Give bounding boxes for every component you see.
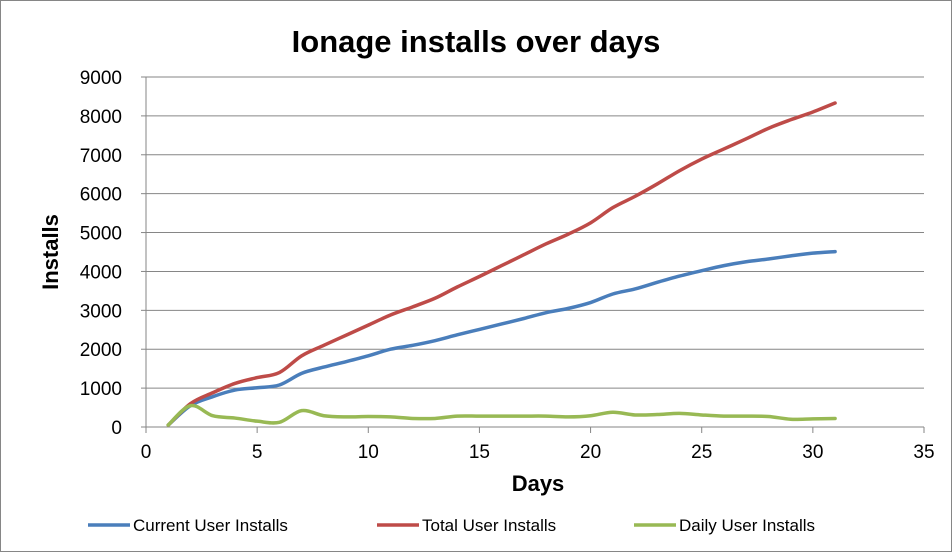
y-tick-label: 6000 [80, 185, 122, 206]
x-tick-label: 25 [691, 442, 712, 463]
x-tick-label: 20 [580, 442, 601, 463]
y-axis-label: Installs [38, 214, 63, 290]
legend-label-total-user-installs: Total User Installs [422, 516, 556, 535]
x-tick-label: 0 [141, 442, 152, 463]
x-tick-label: 35 [913, 442, 934, 463]
series-lines [166, 101, 837, 427]
x-axis-label: Days [512, 471, 565, 496]
y-tick-label: 4000 [80, 262, 122, 283]
y-tick-label: 2000 [80, 340, 122, 361]
y-tick-label: 9000 [80, 68, 122, 89]
legend-label-current-user-installs: Current User Installs [133, 516, 288, 535]
legend-label-daily-user-installs: Daily User Installs [679, 516, 815, 535]
x-tick-label: 15 [469, 442, 490, 463]
y-tick-label: 1000 [80, 379, 122, 400]
legend: Current User Installs Total User Installs… [88, 516, 815, 535]
y-tick-label: 5000 [80, 224, 122, 245]
x-tick-label: 10 [358, 442, 379, 463]
gridlines [146, 76, 924, 389]
y-tick-label: 3000 [80, 301, 122, 322]
x-tick-label: 30 [802, 442, 823, 463]
chart-title: Ionage installs over days [292, 24, 661, 59]
series-line-daily-user-installs [166, 403, 837, 427]
y-tick-label: 0 [111, 418, 122, 439]
y-tick-label: 8000 [80, 107, 122, 128]
x-tick-label: 5 [252, 442, 263, 463]
series-line-current-user-installs [166, 249, 837, 427]
y-tick-label: 7000 [80, 146, 122, 167]
axes: 0 1000 2000 3000 4000 5000 6000 7000 8000 9000 0 5 1… [80, 68, 935, 463]
series-line-total-user-installs [166, 101, 837, 427]
